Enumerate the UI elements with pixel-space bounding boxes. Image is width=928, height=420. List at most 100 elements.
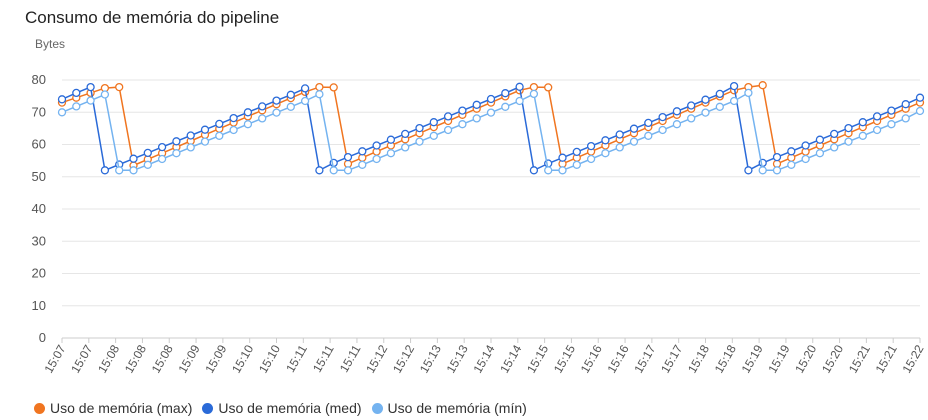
chart-title: Consumo de memória do pipeline: [25, 8, 280, 27]
series-1-point-30: [486, 94, 496, 104]
legend-item-max[interactable]: Uso de memória (max): [34, 400, 192, 416]
series-1-point-15: [272, 96, 281, 105]
series-1-point-8: [172, 137, 181, 146]
x-tick-label-0: 15:07: [41, 342, 68, 375]
series-2-point-49: [758, 166, 767, 175]
y-tick-label-70: 70: [32, 104, 46, 119]
series-1-point-29: [472, 100, 481, 109]
x-tick-label-25: 15:18: [712, 342, 739, 375]
series-1-point-0: [57, 95, 67, 104]
x-tick-label-21: 15:16: [605, 342, 632, 375]
series-1-point-54: [830, 129, 839, 139]
series-2-point-58: [887, 120, 896, 129]
series-2-point-9: [186, 143, 195, 152]
series-2-point-32: [515, 96, 524, 106]
x-tick-label-14: 15:13: [417, 342, 444, 375]
y-tick-label-80: 80: [32, 72, 46, 87]
x-tick-label-26: 15:19: [739, 342, 766, 375]
x-tick-label-8: 15:10: [256, 342, 283, 375]
series-2-point-25: [415, 137, 424, 146]
series-1-point-28: [458, 106, 467, 115]
series-1-point-52: [801, 141, 810, 150]
legend-item-med[interactable]: Uso de memória (med): [202, 400, 362, 416]
series-1-point-53: [815, 135, 825, 144]
x-tick-label-29: 15:20: [819, 342, 846, 375]
series-1-point-39: [615, 130, 624, 139]
series-2-point-52: [801, 154, 810, 164]
x-tick-label-1: 15:07: [68, 342, 95, 375]
legend-dot-max: [34, 402, 45, 414]
series-2-point-30: [486, 108, 496, 117]
series-2-point-14: [258, 114, 267, 123]
x-tick-label-3: 15:08: [122, 342, 149, 375]
x-tick-label-5: 15:09: [176, 342, 203, 375]
series-1-point-21: [358, 147, 367, 156]
series-2-point-2: [86, 96, 95, 105]
series-1-point-58: [887, 106, 896, 115]
series-1-point-44: [687, 101, 696, 110]
series-2-point-16: [286, 102, 295, 111]
x-tick-label-10: 15:11: [310, 342, 337, 375]
series-2-point-21: [358, 160, 367, 169]
x-tick-label-30: 15:21: [846, 342, 873, 375]
series-0-point-18: [315, 82, 324, 92]
x-tick-label-20: 15:16: [578, 342, 605, 375]
series-1-point-59: [901, 100, 910, 109]
x-tick-label-19: 15:15: [551, 342, 578, 375]
x-tick-label-27: 15:19: [765, 342, 792, 375]
series-1-point-38: [601, 136, 610, 145]
series-1-point-55: [844, 123, 853, 133]
series-2-point-53: [815, 149, 825, 158]
x-axis-ticks: 15:07 15:07 15:08 15:08 15:08 15:09 15:09 15:10…: [41, 338, 927, 376]
series-1-point-43: [672, 107, 682, 116]
series-1-point-57: [872, 112, 882, 121]
series-1-point-6: [143, 148, 152, 158]
x-tick-label-18: 15:15: [524, 342, 551, 375]
series-1-point-20: [343, 152, 353, 162]
series-2-point-54: [830, 143, 839, 152]
series-1-point-22: [372, 141, 381, 150]
series-2-point-6: [143, 160, 152, 169]
series-0-point-4: [115, 82, 124, 92]
x-tick-label-23: 15:17: [658, 342, 685, 375]
series-1-point-5: [129, 154, 138, 163]
series-2-point-37: [586, 154, 596, 164]
series-2-point-51: [787, 160, 796, 169]
series-2-point-10: [200, 137, 210, 146]
series-2-point-5: [129, 166, 138, 175]
series-1-point-1: [72, 88, 81, 98]
series-2-point-50: [772, 166, 782, 175]
series-2-point-11: [215, 131, 224, 140]
series-2-point-59: [901, 114, 910, 123]
x-tick-label-11: 15:11: [337, 342, 364, 375]
grid-lines: [62, 79, 920, 339]
series-0-point-33: [529, 82, 539, 92]
series-1-point-37: [586, 141, 596, 151]
series-0-point-19: [329, 83, 338, 92]
series-2-point-34: [544, 166, 553, 175]
legend-label-med: Uso de memória (med): [218, 400, 362, 416]
series-0-point-34: [544, 83, 553, 92]
series-2-point-1: [72, 102, 81, 111]
x-tick-label-32: 15:22: [899, 342, 926, 375]
series-2-point-8: [172, 149, 181, 158]
x-tick-label-22: 15:17: [631, 342, 658, 375]
series-2-point-44: [687, 114, 696, 123]
series-2-point-38: [601, 149, 610, 158]
y-tick-label-60: 60: [32, 137, 46, 152]
series-2-point-48: [744, 88, 753, 98]
series-1-point-60: [915, 93, 925, 102]
x-tick-label-16: 15:14: [470, 342, 497, 375]
series-1-point-56: [858, 118, 867, 127]
series-1-point-12: [229, 113, 238, 123]
y-tick-label-50: 50: [32, 169, 46, 184]
series-1-point-18: [315, 166, 324, 175]
legend-item-min[interactable]: Uso de memória (mín): [371, 400, 527, 416]
series-2-point-28: [458, 120, 467, 129]
x-tick-label-2: 15:08: [95, 342, 122, 375]
series-2-point-57: [872, 125, 882, 135]
series-2-point-42: [658, 125, 667, 135]
series-1-point-25: [415, 123, 424, 133]
series-1-point-14: [258, 102, 267, 111]
